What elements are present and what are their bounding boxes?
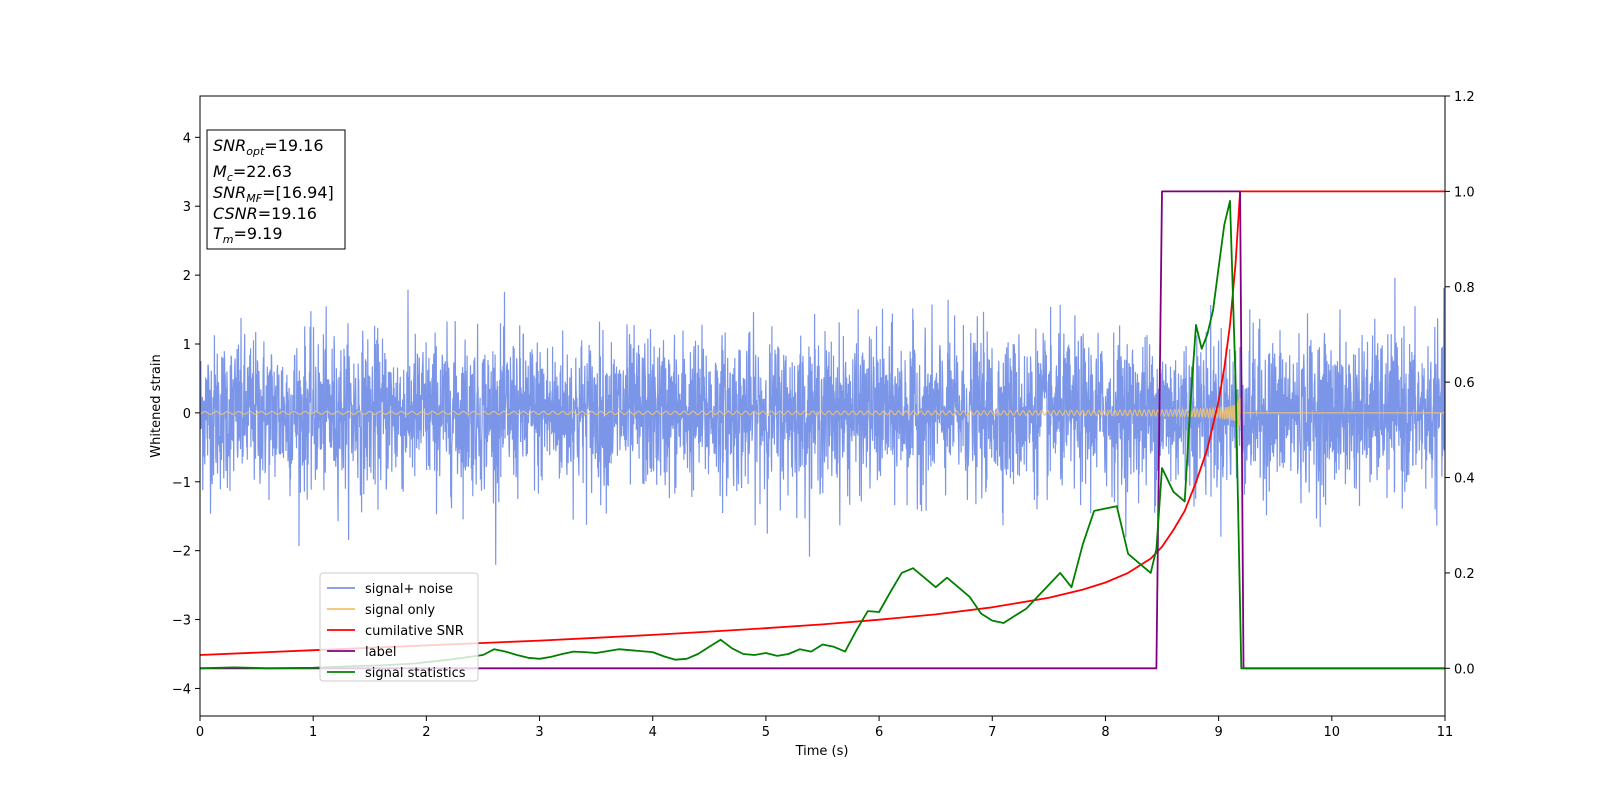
x-tick-label: 0: [196, 725, 204, 740]
x-tick-label: 9: [1214, 725, 1222, 740]
x-tick-label: 4: [649, 725, 657, 740]
y-tick-label: 3: [183, 200, 191, 215]
y2-tick-label: 0.2: [1454, 567, 1475, 582]
x-tick-label: 6: [875, 725, 883, 740]
legend-label: signal+ noise: [365, 582, 453, 597]
legend-frame: [319, 572, 479, 682]
x-tick-label: 8: [1101, 725, 1109, 740]
x-tick-label: 11: [1437, 725, 1454, 740]
y-tick-label: 2: [183, 269, 191, 284]
legend-label: signal only: [365, 603, 435, 618]
annotation-snr-mf: SNRMF=[16.94]: [213, 183, 334, 205]
series-line-cumilative-snr: [200, 190, 1445, 656]
series-line-signal-noise: [200, 277, 1445, 565]
y-tick-label: 4: [183, 131, 191, 146]
annotation-box: SNRopt=19.16 Mc=22.63 SNRMF=[16.94] CSNR…: [206, 129, 346, 250]
annotation-csnr: CSNR=19.16: [213, 204, 317, 223]
y-axis-right: 0.0 0.2 0.4 0.6 0.8 1.0 1.2: [1445, 90, 1475, 677]
plot-frame: [199, 95, 1446, 717]
x-axis-label: Time (s): [795, 744, 849, 759]
legend: signal+ noise signal only cumilative SNR la…: [319, 572, 479, 682]
y-tick-label: −2: [172, 545, 191, 560]
annotation-snr-opt: SNRopt=19.16: [213, 136, 324, 158]
y2-tick-label: 0.0: [1454, 662, 1475, 677]
legend-label: signal statistics: [365, 666, 466, 681]
y-axis-left: −4 −3 −2 −1 0 1 2 3 4: [172, 131, 200, 697]
legend-label: label: [365, 645, 396, 660]
y-tick-label: 0: [183, 407, 191, 422]
y-tick-label: −3: [172, 614, 191, 629]
x-tick-label: 7: [988, 725, 996, 740]
x-tick-label: 2: [422, 725, 430, 740]
annotation-mc: Mc=22.63: [213, 162, 292, 184]
x-tick-label: 5: [762, 725, 770, 740]
annotation-frame: [206, 129, 346, 250]
legend-label: cumilative SNR: [365, 624, 464, 639]
y-axis-label: Whitened strain: [149, 354, 164, 457]
series-line-signal-statistics: [200, 200, 1445, 670]
y-tick-label: 1: [183, 338, 191, 353]
series-line-signal-only: [200, 395, 1445, 428]
y2-tick-label: 1.2: [1454, 90, 1475, 105]
y2-tick-label: 1.0: [1454, 185, 1475, 200]
y-tick-label: −1: [172, 476, 191, 491]
annotation-tm: Tm=9.19: [213, 224, 283, 246]
x-tick-label: 10: [1324, 725, 1341, 740]
y2-tick-label: 0.4: [1454, 472, 1475, 487]
y-tick-label: −4: [172, 682, 191, 697]
x-axis: 0 1 2 3 4 5 6 7 8 9 10 11: [196, 716, 1453, 740]
x-tick-label: 3: [535, 725, 543, 740]
x-tick-label: 1: [309, 725, 317, 740]
y2-tick-label: 0.6: [1454, 376, 1475, 391]
y2-tick-label: 0.8: [1454, 281, 1475, 296]
